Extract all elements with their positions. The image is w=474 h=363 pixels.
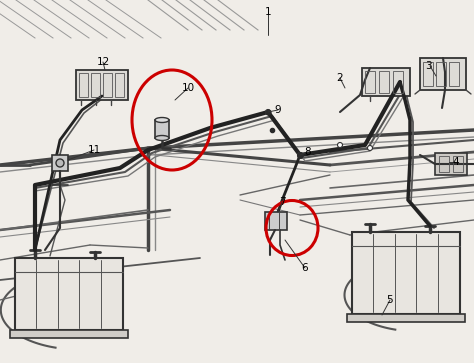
Text: 6: 6: [301, 263, 308, 273]
Bar: [155, 120, 169, 138]
Ellipse shape: [155, 135, 169, 140]
Bar: [52, 155, 68, 171]
Bar: [365, 71, 375, 93]
Bar: [453, 156, 463, 172]
Text: 11: 11: [87, 145, 100, 155]
Bar: [420, 58, 466, 90]
Ellipse shape: [265, 110, 271, 114]
Text: 12: 12: [96, 57, 109, 67]
Text: 5: 5: [387, 295, 393, 305]
Text: 10: 10: [182, 83, 194, 93]
Text: 2: 2: [337, 73, 343, 83]
Ellipse shape: [56, 159, 64, 167]
Bar: [265, 212, 287, 230]
Bar: [393, 71, 403, 93]
Text: 8: 8: [305, 147, 311, 157]
Ellipse shape: [367, 146, 373, 151]
Ellipse shape: [155, 118, 169, 122]
Bar: [76, 70, 128, 100]
Text: 7: 7: [279, 197, 285, 207]
Bar: [436, 62, 446, 86]
Bar: [103, 73, 112, 97]
Text: 1: 1: [264, 7, 271, 17]
Text: 9: 9: [275, 105, 281, 115]
Bar: [10, 330, 128, 338]
Bar: [362, 68, 410, 96]
Bar: [435, 153, 467, 175]
Bar: [79, 73, 88, 97]
Bar: [449, 62, 459, 86]
Bar: [91, 73, 100, 97]
Bar: [352, 232, 460, 314]
Bar: [423, 62, 433, 86]
Bar: [15, 258, 123, 330]
Bar: [115, 73, 124, 97]
Bar: [439, 156, 449, 172]
Text: 4: 4: [453, 157, 459, 167]
Ellipse shape: [298, 152, 302, 158]
Ellipse shape: [337, 143, 343, 147]
Text: 3: 3: [425, 61, 431, 71]
Bar: [347, 314, 465, 322]
Bar: [379, 71, 389, 93]
